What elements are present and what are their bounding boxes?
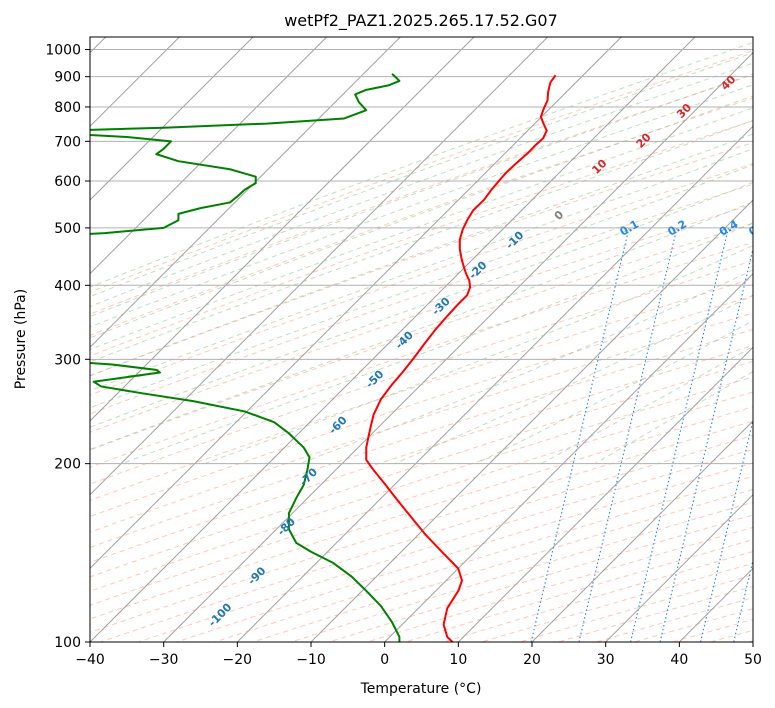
y-tick-label: 500 [54, 221, 81, 237]
y-tick-label: 100 [54, 635, 81, 651]
isotherm [90, 37, 549, 496]
mixing-ratio-line [733, 557, 753, 642]
x-tick-label: 20 [523, 652, 541, 668]
dry-adiabats [90, 50, 753, 642]
y-tick-label: 900 [54, 70, 81, 86]
moist-adiabat [90, 164, 753, 409]
isotherm [531, 420, 753, 642]
dry-adiabat [90, 142, 753, 377]
dewpoint-trace [90, 73, 401, 642]
x-tick-label: 0 [380, 652, 389, 668]
isotherm [163, 51, 753, 642]
mixing-ratio-label: 0.6 [746, 217, 770, 238]
isotherm [310, 199, 753, 642]
x-tick-label: 10 [449, 652, 467, 668]
dry-adiabat [90, 260, 753, 485]
isotherm [90, 37, 622, 570]
moist-adiabat [90, 148, 753, 392]
x-axis-ticks: −40 −30 −20 −10 0 10 20 30 40 50 [75, 642, 762, 668]
moist-adiabat [90, 119, 753, 363]
dry-adiabat [90, 391, 753, 606]
isotherm [384, 272, 753, 642]
dry-adiabat [90, 295, 753, 518]
dry-adiabat [90, 50, 753, 293]
isotherm [90, 37, 696, 642]
isotherm [605, 493, 753, 642]
mixing-ratio-line [578, 227, 678, 642]
isobars [90, 49, 753, 642]
isotherms [90, 37, 753, 642]
x-tick-label: 40 [670, 652, 688, 668]
chart-title: wetPf2_PAZ1.2025.265.17.52.G07 [284, 11, 558, 31]
isotherm [90, 37, 475, 422]
dry-adiabat [90, 203, 753, 433]
dry-adiabat [90, 345, 753, 563]
plot-area: 0.10.20.40.611.52346810131620253036-100-… [90, 37, 770, 642]
isotherm [236, 125, 753, 642]
x-tick-label: 30 [597, 652, 615, 668]
mixing-ratio-line [629, 227, 730, 642]
sounding-traces [90, 73, 557, 642]
y-tick-label: 1000 [45, 43, 81, 59]
dry-adiabat [90, 74, 753, 315]
x-tick-label: −10 [296, 652, 326, 668]
moist-adiabat [90, 52, 753, 298]
x-axis-label: Temperature (°C) [360, 681, 482, 697]
moist-adiabat [204, 245, 753, 465]
moist-adiabat [90, 41, 753, 288]
x-tick-label: 50 [744, 652, 762, 668]
y-axis-ticks: 1000 900 800 700 600 500 400 300 200 100 [45, 43, 90, 651]
dry-adiabat [90, 241, 753, 468]
y-tick-label: 800 [54, 100, 81, 116]
moist-adiabat [90, 62, 753, 308]
y-axis-label: Pressure (hPa) [13, 289, 29, 389]
y-tick-label: 600 [54, 174, 81, 190]
x-tick-label: −30 [149, 652, 179, 668]
y-tick-label: 700 [54, 134, 81, 150]
x-tick-label: −20 [223, 652, 253, 668]
moist-adiabat [90, 73, 753, 318]
mixing-ratio-line [699, 417, 753, 642]
isotherm [457, 346, 753, 642]
isotherm [90, 37, 328, 275]
moist-adiabat [90, 95, 753, 339]
temperature-trace [365, 74, 557, 642]
x-tick-label: −40 [75, 652, 105, 668]
y-tick-label: 400 [54, 278, 81, 294]
dry-adiabat [90, 163, 753, 396]
y-tick-label: 300 [54, 352, 81, 368]
isotherm [90, 37, 401, 349]
isotherm [90, 37, 254, 201]
mixing-ratio-line [659, 246, 753, 642]
y-tick-label: 200 [54, 457, 81, 473]
plot-frame [89, 36, 754, 643]
